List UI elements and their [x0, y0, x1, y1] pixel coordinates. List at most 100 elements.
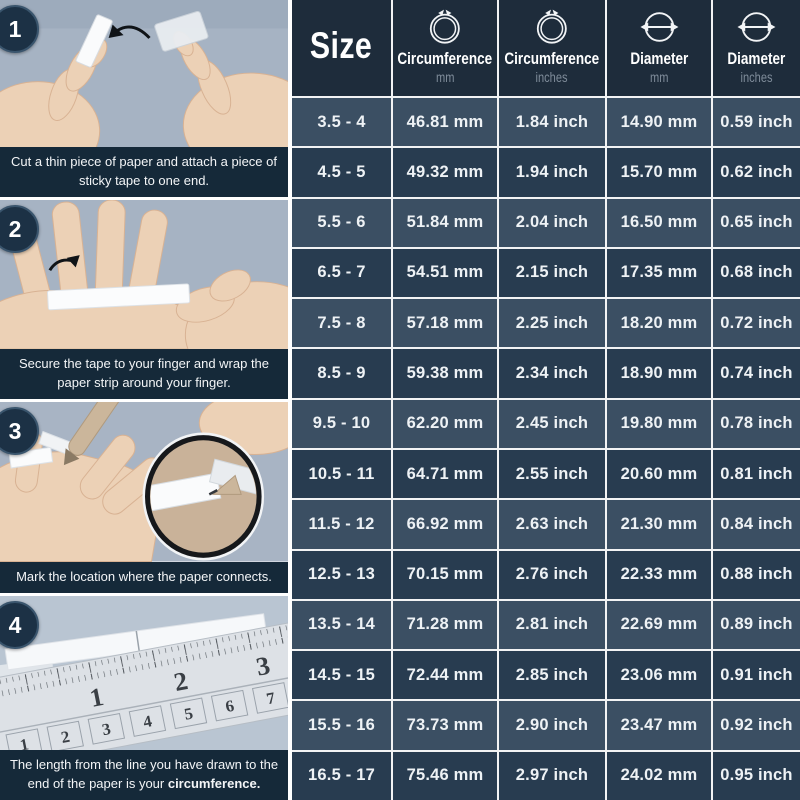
table-cell-circ_mm: 59.38 mm [393, 349, 497, 398]
column-header-circumference-inches: Circumference inches [499, 0, 605, 96]
table-cell-diam_mm: 20.60 mm [607, 449, 711, 499]
table-cell-circ_in: 2.90 inch [499, 701, 605, 750]
table-cell-circ_mm: 72.44 mm [393, 651, 497, 700]
table-cell-size: 15.5 - 16 [292, 701, 391, 750]
step-2: 2 Secure the tape to your finger and wra… [0, 200, 288, 399]
table-cell-diam_in: 0.65 inch [713, 198, 800, 247]
step-1: 1 Cut a thin piece of paper and attach a… [0, 0, 288, 197]
table-cell-size: 10.5 - 11 [292, 449, 391, 499]
table-cell-diam_mm: 18.90 mm [607, 349, 711, 398]
table-cell-diam_mm: 22.69 mm [607, 600, 711, 650]
step-number: 2 [8, 215, 22, 242]
table-cell-circ_in: 2.63 inch [499, 500, 605, 549]
table-cell-size: 6.5 - 7 [292, 248, 391, 298]
step-number: 3 [8, 417, 22, 444]
table-cell-diam_in: 0.92 inch [713, 701, 800, 750]
step-3: 3 Mark the location where the paper conn… [0, 402, 288, 593]
table-cell-circ_mm: 49.32 mm [393, 148, 497, 197]
table-cell-circ_mm: 51.84 mm [393, 198, 497, 247]
wrap-finger-illustration [0, 200, 288, 350]
table-cell-circ_in: 2.76 inch [499, 550, 605, 599]
table-cell-size: 14.5 - 15 [292, 651, 391, 700]
size-table-grid: Size Circumference mm Circumference inch… [292, 0, 800, 800]
table-cell-circ_mm: 75.46 mm [393, 751, 497, 800]
table-cell-size: 4.5 - 5 [292, 148, 391, 197]
step-4: 1 2 3 1 2 3 [0, 596, 288, 800]
step-2-caption: Secure the tape to your finger and wrap … [0, 349, 288, 399]
table-cell-circ_mm: 73.73 mm [393, 701, 497, 750]
table-cell-diam_in: 0.74 inch [713, 349, 800, 398]
column-header-diameter-mm: Diameter mm [607, 0, 711, 96]
table-cell-circ_in: 2.81 inch [499, 600, 605, 650]
cut-paper-illustration [0, 0, 288, 148]
instructions-panel: 1 Cut a thin piece of paper and attach a… [0, 0, 292, 800]
column-header-size: Size [292, 0, 391, 96]
table-cell-diam_mm: 22.33 mm [607, 550, 711, 599]
step-4-caption: The length from the line you have drawn … [0, 750, 288, 800]
step-number: 1 [8, 15, 22, 42]
ruler-number: 2 [59, 727, 71, 747]
table-cell-diam_in: 0.81 inch [713, 449, 800, 499]
table-cell-diam_in: 0.62 inch [713, 148, 800, 197]
table-cell-circ_in: 2.34 inch [499, 349, 605, 398]
table-cell-size: 5.5 - 6 [292, 198, 391, 247]
step-3-number-badge: 3 [0, 407, 39, 455]
table-cell-diam_mm: 15.70 mm [607, 148, 711, 197]
ruler-number: 7 [265, 688, 277, 708]
table-cell-circ_in: 2.04 inch [499, 198, 605, 247]
table-cell-size: 8.5 - 9 [292, 349, 391, 398]
step-1-photo: 1 [0, 0, 288, 148]
table-cell-circ_in: 2.55 inch [499, 449, 605, 499]
diameter-icon [640, 11, 678, 42]
table-cell-circ_in: 2.97 inch [499, 751, 605, 800]
table-cell-circ_mm: 66.92 mm [393, 500, 497, 549]
table-cell-circ_in: 2.25 inch [499, 299, 605, 348]
column-header-circumference-mm: Circumference mm [393, 0, 497, 96]
step-number: 4 [8, 611, 22, 638]
table-cell-circ_mm: 57.18 mm [393, 299, 497, 348]
measure-ruler-illustration: 1 2 3 1 2 3 [0, 596, 288, 751]
table-cell-diam_in: 0.78 inch [713, 399, 800, 448]
step-1-number-badge: 1 [0, 5, 39, 53]
ruler-number: 1 [87, 681, 106, 712]
step-3-caption: Mark the location where the paper connec… [0, 561, 288, 593]
table-cell-diam_in: 0.68 inch [713, 248, 800, 298]
table-cell-circ_in: 2.15 inch [499, 248, 605, 298]
table-cell-diam_mm: 14.90 mm [607, 98, 711, 147]
table-cell-diam_in: 0.91 inch [713, 651, 800, 700]
table-cell-diam_mm: 19.80 mm [607, 399, 711, 448]
table-cell-diam_mm: 21.30 mm [607, 500, 711, 549]
ruler-number: 1 [18, 735, 30, 750]
table-cell-diam_in: 0.89 inch [713, 600, 800, 650]
step-4-number-badge: 4 [0, 601, 39, 649]
table-cell-diam_in: 0.88 inch [713, 550, 800, 599]
table-cell-diam_in: 0.59 inch [713, 98, 800, 147]
mark-paper-illustration [0, 402, 288, 562]
table-cell-diam_mm: 16.50 mm [607, 198, 711, 247]
table-cell-circ_mm: 70.15 mm [393, 550, 497, 599]
step-2-number-badge: 2 [0, 205, 39, 253]
table-cell-circ_mm: 54.51 mm [393, 248, 497, 298]
table-cell-diam_in: 0.95 inch [713, 751, 800, 800]
table-cell-circ_in: 2.45 inch [499, 399, 605, 448]
table-cell-diam_mm: 17.35 mm [607, 248, 711, 298]
table-cell-circ_in: 1.94 inch [499, 148, 605, 197]
table-cell-circ_mm: 62.20 mm [393, 399, 497, 448]
table-cell-diam_mm: 23.47 mm [607, 701, 711, 750]
step-2-photo: 2 [0, 200, 288, 350]
table-cell-size: 11.5 - 12 [292, 500, 391, 549]
diameter-icon [737, 11, 776, 42]
ruler-number: 5 [183, 704, 195, 724]
table-cell-diam_mm: 23.06 mm [607, 651, 711, 700]
table-cell-size: 7.5 - 8 [292, 299, 391, 348]
step-4-photo: 1 2 3 1 2 3 [0, 596, 288, 751]
ruler-number: 6 [224, 696, 236, 716]
table-cell-circ_in: 1.84 inch [499, 98, 605, 147]
table-cell-size: 13.5 - 14 [292, 600, 391, 650]
table-cell-diam_in: 0.84 inch [713, 500, 800, 549]
table-cell-diam_mm: 24.02 mm [607, 751, 711, 800]
ring-circumference-icon [430, 9, 460, 44]
column-header-diameter-inches: Diameter inches [713, 0, 800, 96]
table-cell-circ_in: 2.85 inch [499, 651, 605, 700]
